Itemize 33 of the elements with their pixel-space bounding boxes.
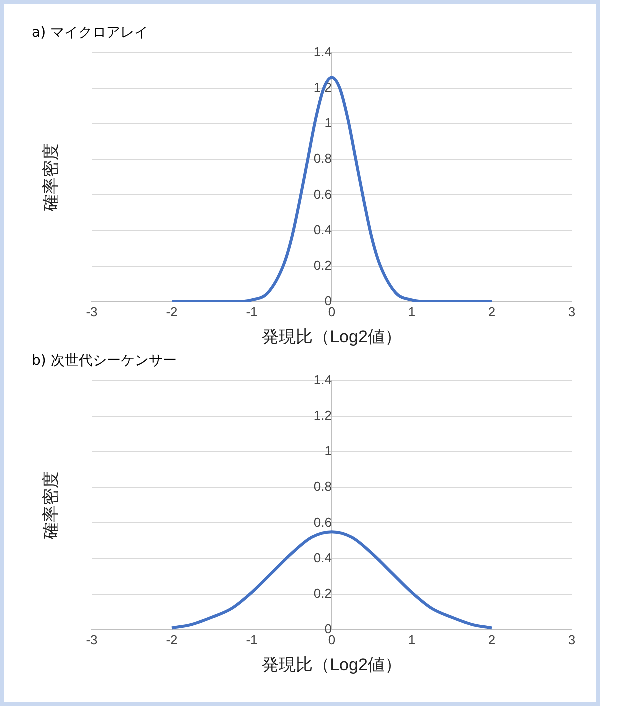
y-tick-label: 0.8: [314, 479, 332, 494]
y-tick-label: 1: [324, 444, 332, 459]
y-axis-title: 確率密度: [41, 471, 62, 540]
x-tick-label: 3: [568, 304, 576, 320]
y-tick-label: 0.6: [314, 186, 332, 202]
x-tick-label: 2: [488, 632, 496, 648]
y-tick-label: 0.2: [314, 586, 332, 601]
chart-title: a) マイクロアレイ: [32, 24, 150, 42]
x-tick-label: -1: [246, 304, 258, 320]
x-axis-title: 発現比（Log2値）: [262, 655, 402, 674]
x-tick-label: 3: [568, 632, 576, 648]
y-tick-label: 0.4: [314, 550, 332, 566]
chart-title: b) 次世代シーケンサー: [32, 352, 178, 370]
x-tick-label: 2: [488, 304, 496, 320]
y-axis-title: 確率密度: [41, 143, 62, 212]
y-tick-label: 0: [324, 294, 332, 309]
x-tick-label: -2: [166, 632, 178, 648]
x-tick-label: -1: [246, 632, 258, 648]
y-tick-label: 1.4: [314, 44, 332, 60]
y-tick-label: 1: [324, 116, 332, 131]
x-tick-label: -3: [86, 632, 98, 648]
x-tick-label: 1: [408, 632, 416, 648]
y-tick-label: 0: [324, 622, 332, 637]
x-tick-label: 1: [408, 304, 416, 320]
y-tick-label: 0.6: [314, 514, 332, 530]
y-tick-label: 1.2: [314, 408, 332, 423]
y-tick-label: 0.2: [314, 258, 332, 273]
y-tick-label: 0.8: [314, 151, 332, 166]
x-tick-label: -3: [86, 304, 98, 320]
y-tick-label: 1.4: [314, 372, 332, 388]
y-tick-label: 0.4: [314, 222, 332, 238]
x-tick-label: -2: [166, 304, 178, 320]
x-axis-title: 発現比（Log2値）: [262, 327, 402, 346]
